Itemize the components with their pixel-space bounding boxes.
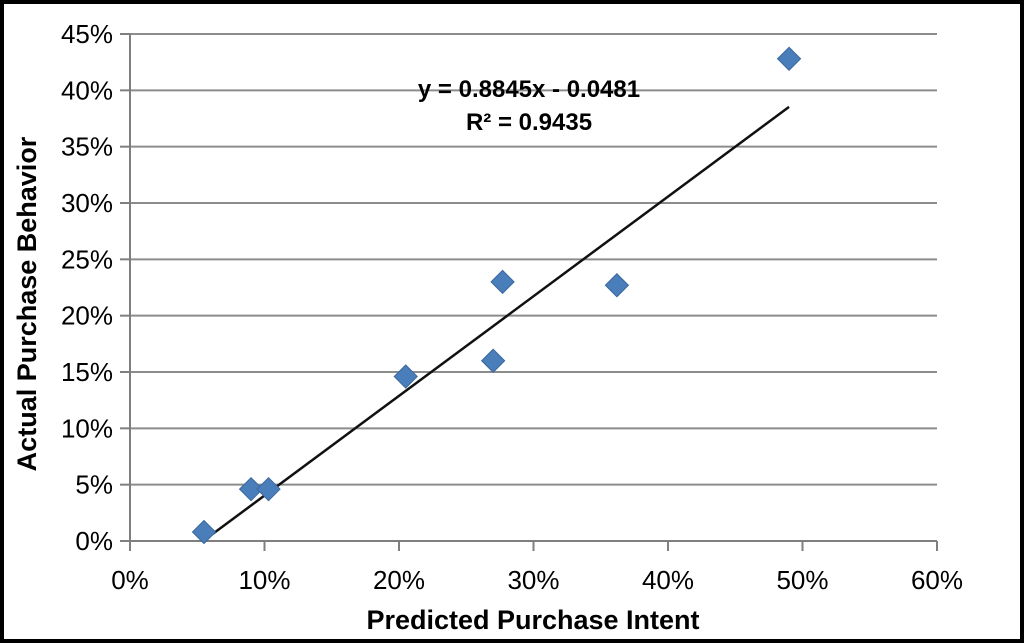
data-point-diamond-0 xyxy=(191,519,217,545)
x-tick-label-50: 50% xyxy=(776,565,828,595)
x-tick-label-10: 10% xyxy=(238,565,290,595)
data-point-diamond-4 xyxy=(480,348,506,373)
x-tick-label-20: 20% xyxy=(373,565,425,595)
y-tick-label-40: 40% xyxy=(61,75,113,105)
y-tick-label-45: 45% xyxy=(61,19,113,49)
data-point-diamond-6 xyxy=(604,273,630,298)
x-axis-title: Predicted Purchase Intent xyxy=(366,605,700,635)
data-point-diamond-3 xyxy=(393,364,418,389)
data-point-diamond-7 xyxy=(776,46,802,71)
y-axis-title: Actual Purchase Behavior xyxy=(11,136,42,472)
x-tick-label-30: 30% xyxy=(507,565,559,595)
plot-area: 0% 5% 10% 15% 20% 25% 30% 35% 40% 45% 0% 10% 20% 30% 4… xyxy=(61,19,963,595)
y-tick-label-0: 0% xyxy=(75,526,113,556)
data-point-diamond-5 xyxy=(490,269,515,295)
trendline xyxy=(203,105,790,542)
y-tick-label-35: 35% xyxy=(61,132,113,162)
x-tick-label-40: 40% xyxy=(642,565,694,595)
y-tick-label-30: 30% xyxy=(61,188,113,218)
y-tick-label-5: 5% xyxy=(75,470,113,500)
y-tick-label-10: 10% xyxy=(61,413,113,443)
data-point-diamond-1 xyxy=(238,476,264,502)
x-tick-label-0: 0% xyxy=(111,565,149,595)
trendline-label: y = 0.8845x - 0.0481 R² = 0.9435 xyxy=(418,73,640,139)
x-tick-label-60: 60% xyxy=(911,565,963,595)
y-tick-label-25: 25% xyxy=(61,244,113,274)
y-tick-label-15: 15% xyxy=(61,357,113,387)
y-tick-label-20: 20% xyxy=(61,301,113,331)
data-point-diamond-2 xyxy=(256,476,281,502)
r-squared-text: R² = 0.9435 xyxy=(465,109,593,136)
trendline-equation-text: y = 0.8845x - 0.0481 xyxy=(417,76,641,103)
